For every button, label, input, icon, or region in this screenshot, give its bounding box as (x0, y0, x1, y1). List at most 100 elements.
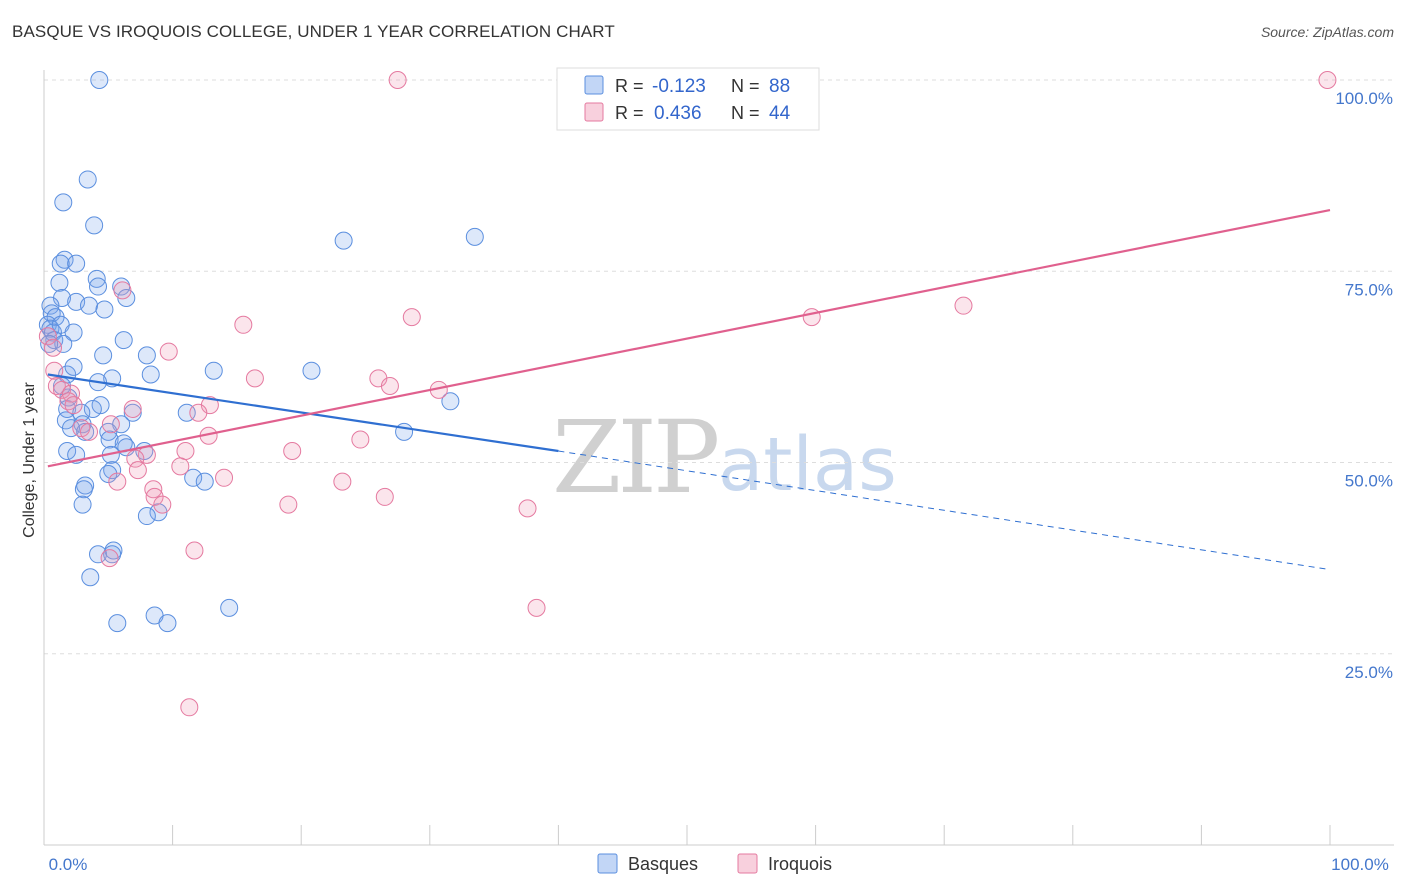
iroquois-point-46 (180, 698, 199, 717)
chart-title: BASQUE VS IROQUOIS COLLEGE, UNDER 1 YEAR… (12, 22, 615, 41)
watermark-atlas: atlas (718, 422, 897, 508)
basques-point-33 (302, 361, 321, 380)
iroquois-point-12 (53, 380, 72, 399)
iroquois-point-39 (145, 487, 164, 506)
source-label: Source: ZipAtlas.com (1260, 24, 1394, 40)
basques-trend-line (47, 373, 559, 453)
legend-r-label-basques: R = (615, 76, 644, 96)
iroquois-point-45 (527, 598, 546, 617)
basques-point-64 (195, 472, 214, 491)
basques-trend-extension (558, 450, 1331, 571)
basques-point-1 (78, 170, 97, 189)
legend-r-label-iroquois: R = (615, 103, 644, 123)
iroquois-point-22 (189, 403, 208, 422)
iroquois-point-5 (402, 308, 421, 327)
y-tick-label-75: 75.0% (1345, 280, 1393, 299)
basques-point-5 (334, 231, 353, 250)
basques-point-8 (67, 254, 86, 273)
iroquois-point-7 (38, 327, 57, 346)
iroquois-trend-line (47, 208, 1331, 468)
y-axis-title: College, Under 1 year (21, 382, 38, 538)
legend-r-value-basques: -0.123 (652, 76, 706, 97)
y-tick-label-25: 25.0% (1345, 663, 1393, 682)
x-tick-label-100: 100.0% (1331, 855, 1389, 874)
iroquois-point-28 (176, 442, 195, 461)
iroquois-point-8 (44, 338, 63, 357)
x-axis-ticks (172, 825, 1331, 845)
iroquois-point-29 (283, 442, 302, 461)
iroquois-point-44 (100, 549, 119, 568)
series-basques (38, 71, 484, 633)
stats-legend-box (556, 67, 820, 131)
basques-point-38 (64, 357, 83, 376)
legend-n-label-basques: N = (731, 76, 760, 96)
basques-point-63 (184, 468, 203, 487)
iroquois-point-25 (80, 422, 99, 441)
basques-point-27 (54, 334, 73, 353)
basques-point-77 (108, 614, 127, 633)
iroquois-point-19 (64, 396, 83, 415)
basques-point-7 (51, 254, 70, 273)
iroquois-point-23 (101, 415, 120, 434)
basques-point-17 (41, 296, 60, 315)
iroquois-point-43 (185, 541, 204, 560)
iroquois-point-32 (171, 457, 190, 476)
basques-point-76 (158, 614, 177, 633)
series-legend-swatch-iroquois (737, 853, 758, 874)
basques-point-43 (83, 399, 102, 418)
trend-lines (47, 208, 1331, 571)
basques-point-9 (50, 273, 69, 292)
basques-point-28 (114, 331, 133, 350)
iroquois-point-1 (1318, 71, 1337, 89)
series-legend: Basques Iroquois (597, 853, 832, 874)
y-tick-label-50: 50.0% (1345, 472, 1393, 491)
iroquois-point-31 (126, 449, 145, 468)
legend-r-value-iroquois: 0.436 (654, 103, 702, 124)
basques-point-4 (465, 227, 484, 246)
legend-swatch-basques (584, 75, 604, 95)
series-legend-swatch-basques (597, 853, 618, 874)
basques-point-2 (54, 193, 73, 212)
iroquois-point-42 (518, 499, 537, 518)
series-iroquois (38, 71, 1337, 717)
iroquois-point-40 (279, 495, 298, 514)
data-points (38, 71, 1337, 717)
basques-point-34 (141, 365, 160, 384)
iroquois-point-34 (215, 468, 234, 487)
basques-point-62 (99, 464, 118, 483)
basques-point-74 (220, 598, 239, 617)
legend-swatch-iroquois (584, 102, 604, 122)
basques-point-46 (72, 403, 91, 422)
basques-point-50 (62, 419, 81, 438)
basques-point-66 (74, 480, 93, 499)
iroquois-point-0 (388, 71, 407, 89)
iroquois-point-41 (153, 495, 172, 514)
iroquois-point-35 (333, 472, 352, 491)
iroquois-point-3 (802, 308, 821, 327)
basques-point-11 (89, 277, 108, 296)
y-tick-labels: 25.0% 50.0% 75.0% 100.0% (1335, 89, 1393, 682)
basques-point-58 (58, 442, 77, 461)
basques-point-41 (441, 392, 460, 411)
basques-point-15 (80, 296, 99, 315)
series-legend-label-basques: Basques (628, 854, 698, 874)
basques-point-20 (95, 300, 114, 319)
watermark-zip: ZIP (552, 399, 717, 516)
basques-point-32 (204, 361, 223, 380)
x-tick-label-0: 0.0% (49, 855, 88, 874)
basques-point-10 (87, 269, 106, 288)
iroquois-point-9 (159, 342, 178, 361)
basques-point-71 (89, 545, 108, 564)
basques-point-25 (64, 323, 83, 342)
basques-point-30 (137, 346, 156, 365)
iroquois-point-2 (113, 281, 132, 300)
legend-n-label-iroquois: N = (731, 103, 760, 123)
basques-point-45 (123, 403, 142, 422)
iroquois-point-36 (108, 472, 127, 491)
y-tick-label-100: 100.0% (1335, 89, 1393, 108)
iroquois-point-15 (380, 377, 399, 395)
stats-legend: R = -0.123 N = 88 R = 0.436 N = 44 (556, 67, 820, 131)
iroquois-point-27 (351, 430, 370, 449)
iroquois-point-20 (123, 399, 142, 418)
